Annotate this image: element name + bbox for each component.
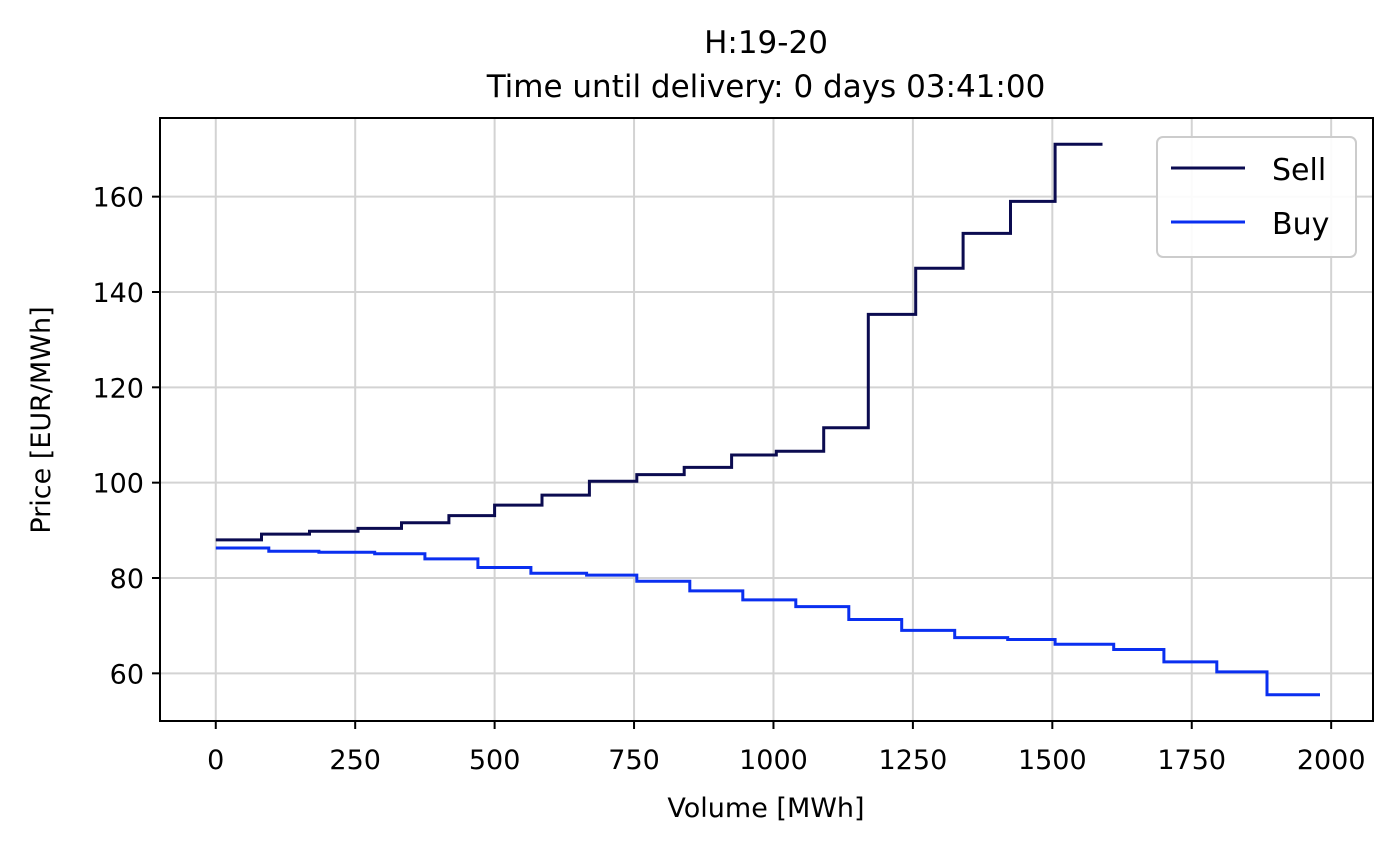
plot-frame	[159, 117, 1374, 722]
y-tick-label: 120	[92, 373, 144, 404]
legend-label-buy: Buy	[1272, 207, 1329, 242]
y-tick-label: 140	[92, 278, 144, 309]
y-tick-label: 100	[92, 469, 144, 500]
y-tick-label: 80	[110, 564, 144, 595]
x-axis-label: Volume [MWh]	[667, 793, 864, 824]
grid-lines	[160, 118, 1373, 721]
x-tick-label: 1750	[1157, 745, 1226, 776]
x-tick-label: 750	[608, 745, 660, 776]
x-tick-label: 250	[329, 745, 381, 776]
chart-title: H:19-20	[704, 25, 828, 61]
x-tick-label: 500	[469, 745, 521, 776]
y-tick-label: 160	[92, 183, 144, 214]
series-line-sell	[215, 142, 1103, 542]
y-tick-label: 60	[110, 659, 144, 690]
series-lines	[215, 142, 1320, 697]
legend-label-sell: Sell	[1272, 153, 1326, 188]
x-tick-label: 0	[207, 745, 224, 776]
legend: Sell Buy	[1156, 136, 1357, 258]
chart-subtitle: Time until delivery: 0 days 03:41:00	[486, 69, 1046, 105]
x-tick-label: 1500	[1018, 745, 1087, 776]
y-axis-label: Price [EUR/MWh]	[26, 306, 57, 533]
x-tick-label: 1000	[739, 745, 808, 776]
axis-ticks: 0 250 500 750 1000 1250 1500 1750 2000 60 80 100 120…	[92, 183, 1365, 776]
series-line-buy	[215, 546, 1320, 697]
x-tick-label: 2000	[1297, 745, 1366, 776]
x-tick-label: 1250	[879, 745, 948, 776]
